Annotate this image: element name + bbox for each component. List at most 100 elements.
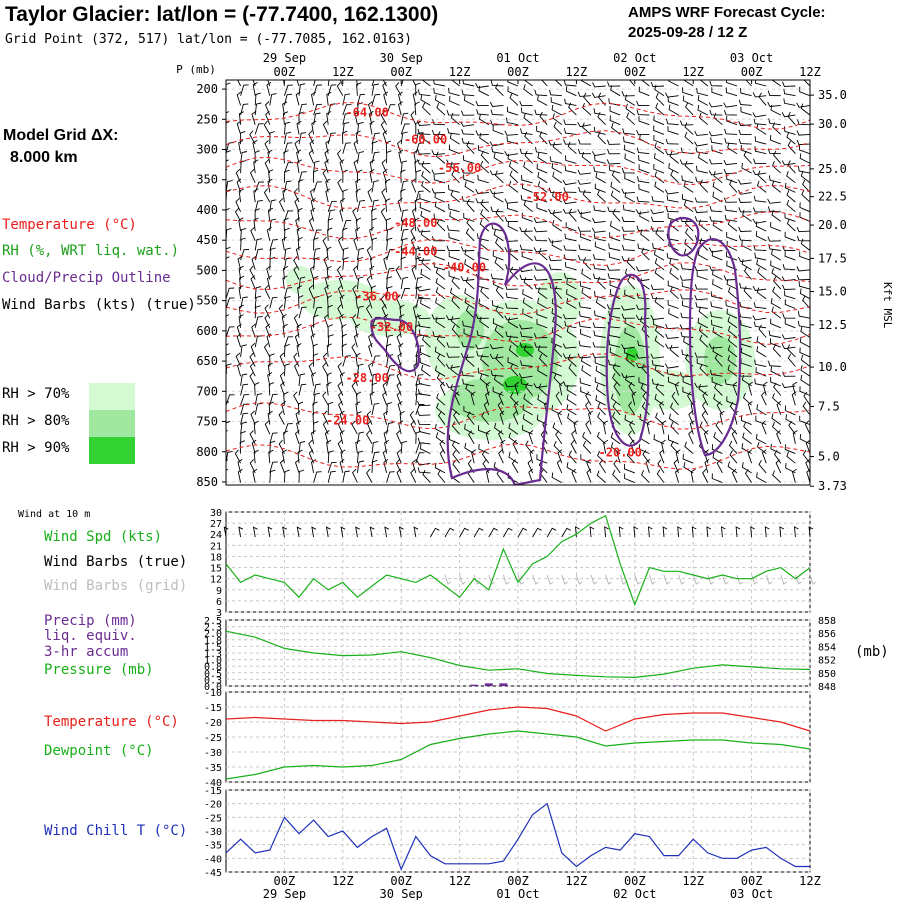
upper-wind-barb bbox=[694, 284, 708, 290]
upper-wind-barb bbox=[770, 104, 782, 116]
upper-wind-barb bbox=[449, 95, 460, 106]
upper-wind-barb bbox=[339, 459, 345, 474]
bottom-date-label-2: 01 Oct bbox=[496, 887, 539, 900]
upper-wind-barb bbox=[771, 180, 782, 193]
upper-wind-barb bbox=[799, 288, 810, 300]
upper-wind-barb bbox=[419, 347, 431, 358]
upper-wind-barb bbox=[337, 284, 344, 299]
upper-wind-barb bbox=[327, 209, 336, 222]
upper-wind-barb bbox=[448, 144, 460, 155]
upper-wind-barb bbox=[743, 421, 752, 435]
upper-wind-barb bbox=[520, 378, 533, 387]
upper-wind-barb bbox=[386, 228, 393, 241]
wind-panel-ytick-label-1: 6 bbox=[216, 597, 222, 608]
precip-panel-ytick-label-4: 1.0 bbox=[204, 656, 222, 667]
upper-wind-barb bbox=[326, 246, 332, 261]
upper-wind-barb bbox=[695, 302, 708, 309]
upper-wind-barb bbox=[740, 106, 752, 116]
upper-wind-barb bbox=[772, 122, 782, 135]
upper-wind-barb bbox=[411, 265, 417, 280]
upper-wind-barb bbox=[562, 343, 577, 349]
surface-wind-barb-grid bbox=[546, 574, 554, 585]
upper-wind-barb bbox=[356, 93, 366, 106]
upper-wind-barb bbox=[537, 298, 548, 309]
cloud-outline-2 bbox=[605, 273, 650, 447]
upper-wind-barb bbox=[434, 192, 446, 203]
upper-wind-barb bbox=[612, 208, 621, 222]
upper-wind-barb bbox=[355, 439, 361, 454]
upper-wind-barb bbox=[768, 244, 781, 251]
top-date-label-1: 30 Sep bbox=[380, 51, 423, 65]
upper-wind-barb bbox=[466, 411, 475, 425]
top-hour-label-7: 12Z bbox=[682, 65, 704, 79]
upper-wind-barb bbox=[399, 410, 405, 425]
pressure-line bbox=[225, 630, 811, 679]
upper-wind-barb bbox=[436, 402, 446, 416]
upper-wind-barb bbox=[355, 130, 361, 145]
pressure-ytick-label-1: 850 bbox=[818, 669, 836, 680]
upper-wind-barb bbox=[568, 450, 577, 464]
upper-wind-barb bbox=[628, 382, 636, 396]
upper-wind-barb bbox=[226, 246, 231, 261]
upper-wind-barb bbox=[523, 277, 533, 290]
upper-wind-barb bbox=[253, 159, 259, 174]
upper-wind-barb bbox=[577, 179, 592, 185]
upper-wind-barb bbox=[369, 227, 375, 241]
upper-wind-barb bbox=[522, 297, 533, 309]
upper-wind-barb bbox=[355, 323, 361, 338]
upper-wind-barb bbox=[490, 273, 504, 280]
upper-wind-barb bbox=[796, 266, 810, 272]
upper-wind-barb bbox=[582, 257, 592, 271]
upper-wind-barb bbox=[755, 230, 767, 242]
surface-wind-barb-true bbox=[413, 526, 419, 538]
upper-wind-barb bbox=[263, 343, 271, 358]
upper-wind-barb bbox=[267, 149, 273, 164]
upper-wind-barb bbox=[537, 181, 548, 193]
upper-wind-barb bbox=[294, 430, 300, 445]
upper-wind-barb bbox=[493, 191, 504, 203]
upper-wind-barb bbox=[226, 180, 233, 193]
upper-wind-barb bbox=[699, 363, 709, 377]
upper-wind-barb bbox=[294, 362, 300, 377]
upper-wind-barb bbox=[369, 120, 375, 135]
upper-wind-barb bbox=[339, 207, 345, 222]
upper-wind-barb bbox=[436, 393, 446, 406]
upper-wind-barb bbox=[380, 207, 387, 222]
upper-wind-barb bbox=[767, 236, 781, 242]
upper-wind-barb bbox=[466, 140, 475, 155]
upper-wind-barb bbox=[770, 376, 781, 387]
upper-wind-barb bbox=[226, 207, 230, 222]
upper-wind-barb bbox=[371, 451, 380, 464]
bottom-hour-label-7: 12Z bbox=[682, 874, 704, 888]
upper-wind-barb bbox=[594, 290, 606, 300]
upper-wind-barb bbox=[226, 343, 229, 357]
upper-wind-barb bbox=[799, 145, 810, 155]
upper-wind-barb bbox=[421, 132, 431, 145]
upper-wind-barb bbox=[726, 232, 738, 242]
upper-wind-barb bbox=[711, 444, 723, 455]
upper-wind-barb bbox=[522, 424, 533, 435]
upper-wind-barb bbox=[536, 163, 548, 174]
upper-wind-barb bbox=[417, 410, 431, 416]
upper-wind-barb bbox=[504, 284, 519, 290]
height-tick-label-3: 22.5 bbox=[818, 190, 847, 204]
upper-wind-barb bbox=[324, 284, 330, 299]
upper-wind-barb bbox=[535, 146, 548, 155]
upper-wind-barb bbox=[313, 103, 322, 116]
legend-rh70-swatch bbox=[89, 383, 135, 410]
precip-panel-ytick-label-5: 1.3 bbox=[204, 649, 222, 660]
upper-wind-barb bbox=[506, 106, 519, 116]
upper-wind-barb bbox=[629, 420, 636, 435]
upper-wind-barb bbox=[709, 159, 723, 165]
precip-bar-1 bbox=[470, 684, 479, 686]
upper-wind-barb bbox=[326, 91, 332, 106]
upper-wind-barb bbox=[622, 204, 635, 213]
upper-wind-barb bbox=[342, 227, 348, 241]
upper-wind-barb bbox=[690, 468, 696, 483]
upper-wind-barb bbox=[250, 275, 256, 290]
upper-wind-barb bbox=[754, 378, 767, 387]
upper-wind-barb bbox=[712, 452, 723, 464]
upper-wind-barb bbox=[254, 181, 264, 193]
upper-wind-barb bbox=[226, 249, 227, 251]
upper-wind-barb bbox=[341, 323, 347, 338]
